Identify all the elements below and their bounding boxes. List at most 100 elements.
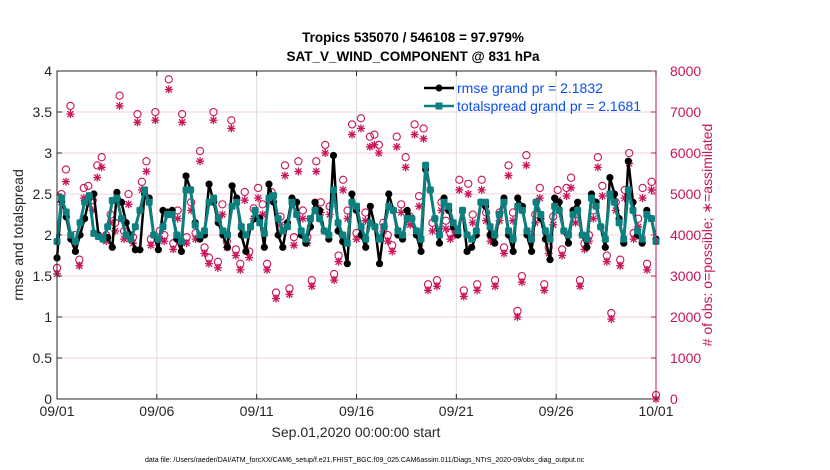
obs-possible-point bbox=[365, 132, 375, 141]
totalspread-point bbox=[592, 202, 600, 210]
obs-assimilated-point bbox=[576, 282, 585, 291]
y-right-tick-label: 8000 bbox=[670, 63, 701, 79]
totalspread-point bbox=[376, 235, 384, 243]
obs-possible-point bbox=[553, 185, 562, 195]
obs-assimilated-point bbox=[285, 290, 294, 299]
asterisk-stroke bbox=[151, 116, 159, 124]
chart-title: Tropics 535070 / 546108 = 97.979% bbox=[302, 30, 524, 45]
totalspread-point bbox=[251, 206, 259, 214]
obs-possible-point bbox=[477, 175, 486, 184]
obs-assimilated-point bbox=[196, 157, 205, 166]
obs-assimilated-point bbox=[571, 218, 580, 227]
obs-assimilated-point bbox=[133, 118, 142, 127]
rmse-point bbox=[154, 246, 162, 254]
totalspread-point bbox=[389, 206, 397, 214]
totalspread-point bbox=[177, 238, 185, 246]
totalspread-point bbox=[518, 206, 526, 214]
obs-assimilated-point bbox=[254, 194, 263, 203]
totalspread-point bbox=[597, 223, 605, 231]
totalspread-point bbox=[325, 231, 333, 239]
y-tick-label: 1.5 bbox=[33, 268, 53, 284]
obs-assimilated-point bbox=[593, 163, 602, 172]
rmse-point bbox=[574, 198, 582, 206]
asterisk-stroke bbox=[209, 116, 217, 124]
obs-assimilated-point bbox=[464, 190, 473, 198]
obs-assimilated-point bbox=[169, 245, 178, 254]
totalspread-point bbox=[601, 235, 609, 243]
obs-assimilated-point bbox=[392, 142, 401, 151]
asterisk-stroke bbox=[375, 149, 383, 157]
rmse-point bbox=[228, 182, 236, 190]
obs-possible-point bbox=[638, 183, 647, 193]
obs-assimilated-point bbox=[231, 251, 240, 260]
x-tick-label: 09/16 bbox=[339, 403, 374, 419]
asterisk-stroke bbox=[232, 252, 240, 259]
obs-assimilated-point bbox=[424, 286, 433, 295]
asterisk-stroke bbox=[125, 200, 132, 208]
asterisk-stroke bbox=[455, 186, 463, 194]
obs-assimilated-point bbox=[589, 214, 598, 223]
y-right-tick-label: 6000 bbox=[670, 145, 701, 161]
obs-assimilated-point bbox=[562, 192, 571, 201]
rmse-point bbox=[242, 247, 250, 255]
obs-assimilated-point bbox=[370, 140, 379, 149]
asterisk-stroke bbox=[299, 215, 307, 223]
y-tick-label: 4 bbox=[44, 63, 52, 79]
obs-assimilated-point bbox=[567, 183, 576, 192]
obs-assimilated-point bbox=[374, 149, 383, 157]
totalspread-point bbox=[242, 231, 250, 239]
x-tick-label: 10/01 bbox=[638, 403, 673, 419]
obs-assimilated-point bbox=[540, 286, 549, 295]
totalspread-point bbox=[532, 198, 540, 206]
totalspread-point bbox=[495, 211, 503, 218]
rmse-point bbox=[403, 206, 411, 214]
totalspread-point bbox=[173, 231, 181, 239]
asterisk-stroke bbox=[370, 141, 378, 149]
footer-datafile: data file: /Users/raeder/DAI/ATM_forcXX/… bbox=[145, 457, 585, 464]
asterisk-stroke bbox=[473, 286, 481, 294]
asterisk-stroke bbox=[321, 149, 329, 157]
totalspread-point bbox=[316, 215, 324, 223]
obs-assimilated-point bbox=[643, 265, 652, 274]
x-axis: 09/01 09/06 09/11 09/16 09/21 09/26 10/01 bbox=[39, 71, 674, 419]
rmse-point bbox=[583, 243, 591, 251]
y-tick-label: 2.5 bbox=[33, 186, 53, 202]
asterisk-stroke bbox=[567, 184, 575, 192]
totalspread-point bbox=[638, 235, 646, 243]
totalspread-point bbox=[274, 215, 282, 223]
obs-assimilated-point bbox=[142, 167, 151, 176]
obs-assimilated-point bbox=[178, 118, 187, 127]
totalspread-point bbox=[564, 231, 572, 239]
asterisk-stroke bbox=[361, 217, 369, 225]
obs-assimilated-point bbox=[513, 313, 522, 321]
totalspread-point bbox=[422, 161, 430, 169]
obs-assimilated-point bbox=[459, 292, 468, 301]
rmse-point bbox=[527, 247, 536, 255]
totalspread-point bbox=[574, 206, 582, 214]
totalspread-point bbox=[417, 235, 425, 243]
totalspread-point bbox=[104, 223, 112, 231]
asterisk-stroke bbox=[464, 190, 472, 198]
asterisk-stroke bbox=[196, 157, 204, 165]
legend-spread-label: totalspread grand pr = 2.1681 bbox=[457, 98, 641, 114]
obs-assimilated-point bbox=[522, 161, 531, 170]
x-tick-label: 09/01 bbox=[39, 403, 74, 419]
obs-assimilated-point bbox=[397, 208, 406, 217]
totalspread-point bbox=[353, 202, 360, 210]
asterisk-stroke bbox=[178, 118, 186, 126]
obs-possible-point bbox=[294, 157, 303, 166]
totalspread-point bbox=[449, 219, 457, 227]
obs-possible-point bbox=[625, 148, 634, 158]
asterisk-stroke bbox=[607, 315, 615, 323]
obs-possible-point bbox=[347, 120, 357, 129]
asterisk-stroke bbox=[285, 290, 293, 298]
totalspread-point bbox=[237, 223, 245, 231]
rmse-point bbox=[491, 239, 499, 247]
obs-assimilated-point bbox=[263, 265, 272, 274]
obs-possible-point bbox=[321, 140, 330, 150]
asterisk-stroke bbox=[308, 282, 316, 290]
obs-possible-point bbox=[312, 157, 321, 166]
asterisk-stroke bbox=[294, 167, 302, 175]
y-right-tick-label: 0 bbox=[670, 391, 678, 407]
